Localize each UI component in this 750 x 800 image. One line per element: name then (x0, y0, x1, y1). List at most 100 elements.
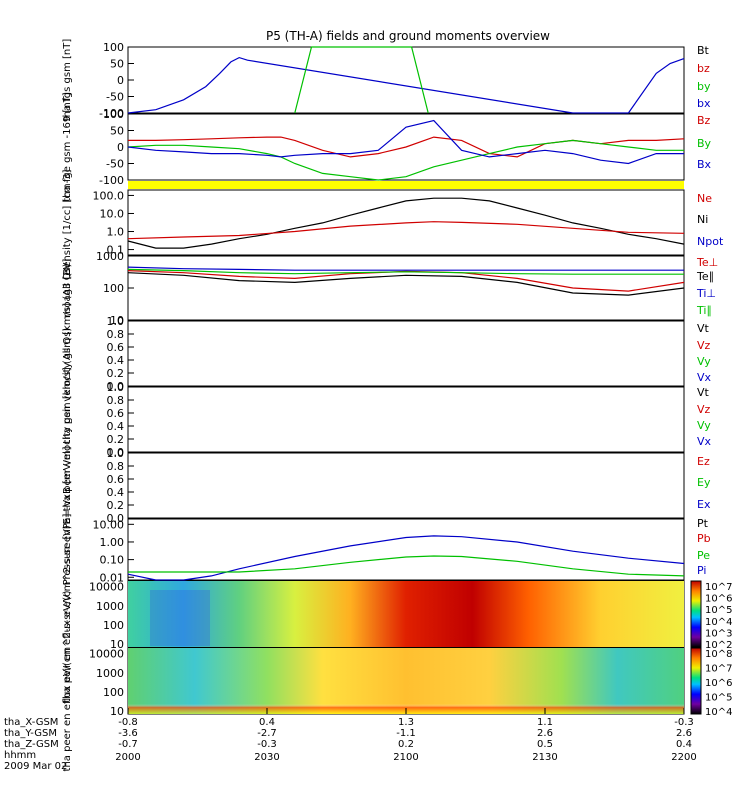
y-tick-label: 1000 (96, 250, 124, 263)
x-tick-label: 2200 (671, 752, 696, 763)
colorbar-ion (690, 580, 702, 648)
y-tick-label: 0.4 (107, 420, 125, 433)
legend-by: by (697, 80, 711, 93)
y-tick-label: 0.01 (100, 571, 125, 584)
legend-Vy: Vy (697, 355, 711, 368)
panel-frame (127, 255, 685, 321)
legend-Vz: Vz (697, 403, 711, 416)
legend-Bx: Bx (697, 158, 712, 171)
ephemeris-value: 0.2 (398, 739, 414, 750)
electron-spectrogram (128, 648, 684, 714)
y-tick-label: 10 (110, 638, 124, 651)
ephemeris-value: 1.3 (398, 717, 414, 728)
ephemeris-value: 0.5 (537, 739, 553, 750)
ion-spectrogram (128, 581, 684, 647)
ephemeris-value: -0.3 (674, 717, 694, 728)
y-tick-label: 1000 (96, 667, 124, 680)
ephemeris-value: 2.6 (676, 728, 692, 739)
y-tick-label: 100 (103, 686, 124, 699)
y-tick-label: 0.6 (107, 341, 125, 354)
y-axis-label: Density [1/cc] [cm-3] (62, 169, 73, 275)
y-tick-label: 0.0 (107, 512, 125, 525)
legend-bx: bx (697, 97, 711, 110)
legend-Vx: Vx (697, 435, 712, 448)
y-tick-label: -100 (99, 107, 124, 120)
y-tick-label: 100 (103, 619, 124, 632)
colorbar-label: 10^7 (705, 664, 732, 675)
y-tick-label: 0.2 (107, 499, 125, 512)
y-axis-label: tha peer velocity gsm [km/s] (All Qs) (62, 328, 73, 512)
series-Pe-line (128, 555, 685, 577)
legend-bz: bz (697, 62, 710, 75)
date-label: 2009 Mar 02 (4, 761, 67, 772)
legend-Npot: Npot (697, 235, 724, 248)
electron-spectrogram-lowband (128, 648, 684, 714)
ephemeris-value: 0.4 (259, 717, 275, 728)
y-tick-label: -100 (99, 174, 124, 187)
panel-8: 10.00 1.00 0.10 0.01 Pressure [nPa] Pt Pb Pe Pi (62, 514, 711, 586)
figure-title: P5 (TH-A) fields and ground moments over… (266, 29, 550, 43)
ephemeris-label: tha_Z-GSM (4, 739, 59, 750)
y-tick-label: 10000 (89, 648, 124, 661)
y-tick-label: 1.00 (100, 536, 125, 549)
legend-Pt: Pt (697, 517, 709, 530)
ion-spectrogram-image-speckle (150, 590, 210, 646)
panel-2: 100 50 0 -50 -100 tha fge gsm -169 [nT] Bz By Bx (62, 92, 712, 201)
legend-Ti⊥: Ti⊥ (696, 287, 716, 300)
colorbar-labels: 10^710^610^510^410^310^210^810^710^610^5… (705, 582, 732, 718)
y-tick-label: 50 (110, 58, 124, 71)
y-tick-label: 0.0 (107, 380, 125, 393)
panel-frame (127, 320, 685, 387)
ephemeris-label: tha_X-GSM (4, 717, 58, 728)
panel-frame (127, 386, 685, 453)
y-tick-label: 10.0 (100, 207, 125, 220)
ephemeris-value: -0.8 (118, 717, 138, 728)
y-axis-label: tha fgs gsm [nT] (62, 39, 73, 122)
y-tick-label: 0.8 (107, 328, 125, 341)
x-tick-label: 2100 (393, 752, 418, 763)
colorbar-label: 10^6 (705, 678, 732, 689)
y-tick-label: 0.8 (107, 460, 125, 473)
y-tick-label: 0.1 (107, 244, 125, 257)
x-axis: 2000 2030 2100 2130 2200 tha_X-GSM -0.8 0.4 1.3 1… (4, 708, 697, 772)
panel-frame (127, 189, 685, 256)
y-tick-label: 100 (103, 282, 124, 295)
panel-1: 100 50 0 -50 -100 tha fgs gsm [nT] Bt bz by bx (62, 39, 711, 122)
series-Ne-line (127, 221, 685, 240)
ephemeris-value: 2.6 (537, 728, 553, 739)
ephemeris-value: -0.3 (257, 739, 277, 750)
y-tick-label: 100.0 (93, 189, 125, 202)
y-axis-label: tha peer en eflux eV/(cm^2-s-sr-eV) (62, 590, 73, 771)
legend-Bz: Bz (697, 114, 711, 127)
y-tick-label: 1.0 (107, 381, 125, 394)
y-tick-label: 0.4 (107, 486, 125, 499)
colorbar-label: 10^2 (705, 640, 732, 651)
legend-Ex: Ex (697, 498, 711, 511)
x-tick-label: 2000 (115, 752, 140, 763)
y-tick-label: 0.6 (107, 473, 125, 486)
series-By-line (127, 139, 684, 181)
colorbar-label: 10^4 (705, 617, 732, 628)
legend-Bt: Bt (697, 44, 710, 57)
legend-Pi: Pi (697, 564, 706, 577)
colorbar-label: 10^8 (705, 649, 732, 660)
legend-By: By (697, 137, 712, 150)
series-Pi-line (127, 535, 685, 581)
ephemeris-value: 0.4 (676, 739, 692, 750)
y-tick-label: -50 (106, 158, 124, 171)
y-tick-label: 0.8 (107, 394, 125, 407)
ephemeris-value: -2.7 (257, 728, 277, 739)
y-tick-label: -50 (106, 91, 124, 104)
y-tick-label: 10 (110, 314, 124, 327)
ephemeris-value: 1.1 (537, 717, 553, 728)
colorbar-electron (690, 647, 702, 715)
x-tick-label: 2030 (254, 752, 279, 763)
y-tick-label: 100 (103, 41, 124, 54)
colorbar-label: 10^7 (705, 582, 732, 593)
legend-Te∥: Te∥ (696, 270, 714, 283)
ion-spectrogram-image (128, 581, 684, 647)
ephemeris-value: -3.6 (118, 728, 138, 739)
